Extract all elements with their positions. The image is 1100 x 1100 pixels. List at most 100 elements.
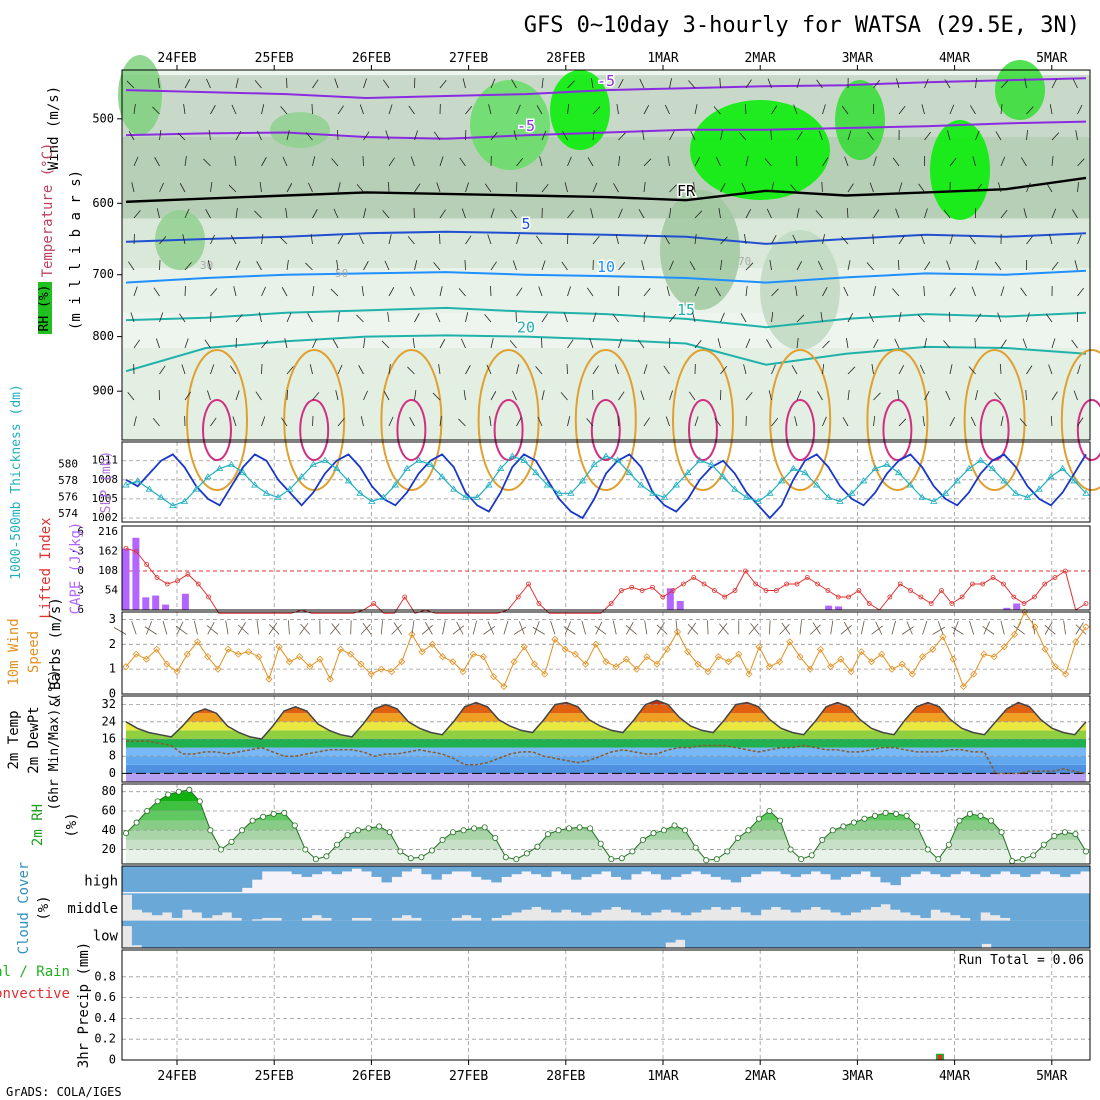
wind-barb: [312, 415, 314, 427]
wind-barb: [975, 313, 982, 323]
wind-barb: [796, 131, 803, 141]
rh-point: [281, 809, 288, 816]
cloud-middle-cell: [122, 893, 133, 895]
wind-barb: [113, 627, 127, 635]
rh2m-unit-label: (%): [64, 812, 80, 837]
wind-barb: [771, 182, 774, 193]
wind-barb: [644, 620, 648, 635]
cloud-high-cell: [341, 866, 353, 872]
wind-speed-point: [602, 658, 610, 666]
cloud-low-cell: [566, 920, 577, 948]
wind-barb: [334, 78, 339, 89]
cloud-middle-cell: [561, 893, 572, 910]
wind-barb: [846, 207, 849, 219]
thickness-tick-label: 580: [58, 457, 78, 470]
wind-speed-point: [816, 645, 825, 653]
surface-contour: [299, 399, 330, 461]
cloud-high-cell: [620, 866, 632, 880]
surface-contour: [963, 349, 1026, 491]
cloud-high-cell: [1060, 866, 1071, 877]
wind-barb: [312, 156, 316, 167]
cloud-axis-label: Cloud Cover: [16, 862, 32, 955]
wind-barb: [312, 392, 320, 401]
wind-barb: [922, 620, 928, 635]
wind-speed-point: [265, 675, 273, 683]
isotherm-label: 5: [521, 215, 530, 233]
cloud-middle-cell: [700, 893, 712, 910]
wind-speed-point: [684, 648, 692, 656]
rh-point: [597, 840, 604, 847]
wind-barb: [847, 312, 854, 323]
wind-barb: [745, 286, 748, 297]
wind-barb: [463, 390, 466, 401]
wind-barb: [924, 338, 927, 349]
wind-barb: [690, 130, 696, 141]
wind-barb: [901, 626, 915, 635]
cloud-low-cell: [675, 920, 686, 940]
cloud-middle-cell: [551, 893, 562, 913]
rh-point: [460, 827, 467, 834]
wind-barb: [490, 261, 497, 271]
temp-color-band: [126, 756, 1086, 765]
wind-barb: [693, 182, 696, 193]
cloud-high-cell: [670, 866, 682, 877]
wind-barb: [465, 312, 469, 323]
wind-barb: [669, 130, 675, 141]
cloud-low-cell: [378, 920, 390, 948]
slp-axis-label: SLP (mb): [99, 451, 114, 514]
wind-barb: [210, 105, 216, 115]
wind-barb: [207, 390, 211, 401]
wind-barb: [567, 286, 571, 297]
wind10m-axis-label: 10m Wind: [6, 618, 22, 685]
cloud-middle-cell: [261, 893, 273, 918]
thickness-point: [707, 460, 716, 467]
rh-point: [629, 848, 636, 855]
wind-barb: [1026, 182, 1031, 193]
cloud-low-cell: [862, 920, 874, 948]
cloud-high-cell: [1040, 866, 1051, 872]
thickness-point: [918, 493, 926, 500]
wind-barb: [873, 286, 876, 297]
wind-speed-point: [939, 633, 947, 641]
wind-speed-point: [275, 643, 283, 651]
dewpt-axis-label: 2m DewPt: [26, 706, 42, 773]
cloud-middle-cell: [401, 893, 412, 916]
li-point: [1042, 581, 1048, 587]
cloud-low-cell: [447, 920, 459, 948]
wind-barb: [896, 78, 900, 89]
wind-barb: [720, 236, 728, 245]
cloud-middle-cell: [630, 893, 642, 913]
wind-barb: [359, 104, 364, 115]
li-point: [133, 549, 139, 554]
cloud-low-cell: [260, 920, 271, 948]
wind-barb: [462, 78, 466, 89]
wind-barb: [465, 235, 472, 245]
rh-shading-band: [122, 348, 1090, 440]
precip-total-legend: Total / Rain: [0, 964, 70, 980]
wind-barb: [846, 338, 849, 349]
cloud-low-cell: [220, 920, 232, 948]
rh-point: [819, 836, 826, 843]
wind-barb: [1051, 261, 1059, 271]
wind-barb: [233, 286, 237, 297]
cloud-middle-cell: [930, 893, 941, 910]
wind-barb: [796, 260, 803, 271]
cloud-middle-cell: [251, 893, 263, 920]
thickness-point: [672, 481, 680, 488]
wind-barb: [1045, 313, 1053, 323]
thickness-point: [450, 485, 458, 492]
wind-speed-point: [1021, 608, 1029, 616]
panel-frame: [121, 695, 1091, 783]
wind-barb: [873, 156, 877, 167]
chart-title: GFS 0~10day 3-hourly for WATSA (29.5E, 3…: [524, 13, 1080, 38]
thickness-point: [883, 460, 891, 467]
cloud-low-cell: [457, 920, 469, 948]
wind-barb: [618, 208, 623, 219]
wind-barb: [999, 363, 1002, 375]
wind-barb: [157, 78, 160, 89]
thickness-point: [1082, 489, 1090, 496]
wind-barb: [511, 79, 517, 89]
wind-barb: [335, 390, 339, 401]
wind-speed-point: [959, 682, 968, 691]
cloud-middle-cell: [271, 893, 283, 918]
